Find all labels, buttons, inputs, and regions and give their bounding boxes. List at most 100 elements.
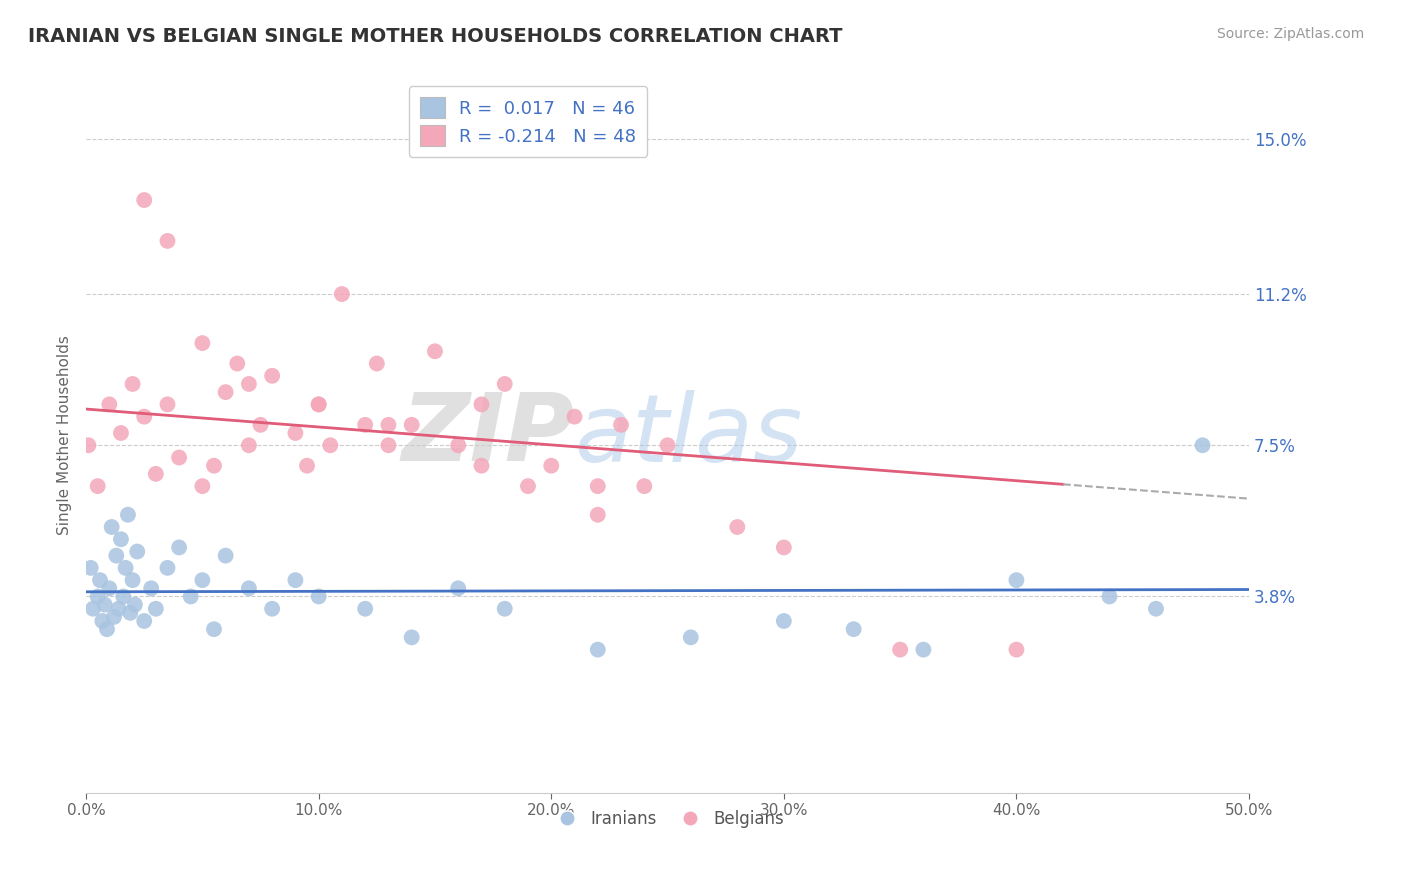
Point [167,541,190,555]
Point [124,598,146,612]
Point [679,631,702,645]
Point [238,376,260,391]
Point [114,561,136,575]
Point [1191,438,1213,452]
Point [121,573,143,587]
Point [1098,590,1121,604]
Point [295,458,318,473]
Point [214,549,236,563]
Text: ZIP: ZIP [402,389,575,481]
Point [191,573,214,587]
Point [586,508,609,522]
Point [308,397,330,411]
Point [156,561,179,575]
Point [145,601,167,615]
Point [145,467,167,481]
Point [564,409,586,424]
Point [156,397,179,411]
Point [238,582,260,596]
Point [110,425,132,440]
Point [77,438,100,452]
Point [912,642,935,657]
Point [842,622,865,636]
Point [284,425,307,440]
Point [191,336,214,351]
Point [401,631,423,645]
Point [98,582,121,596]
Point [82,601,104,615]
Point [354,601,377,615]
Point [284,573,307,587]
Point [517,479,540,493]
Point [772,541,794,555]
Point [586,642,609,657]
Point [377,417,399,432]
Point [447,438,470,452]
Point [127,544,149,558]
Point [262,368,284,383]
Point [772,614,794,628]
Point [470,458,492,473]
Point [1005,642,1028,657]
Point [494,601,516,615]
Point [308,397,330,411]
Point [540,458,562,473]
Point [330,287,353,301]
Point [100,520,122,534]
Y-axis label: Single Mother Households: Single Mother Households [58,335,72,535]
Point [354,417,377,432]
Point [180,590,202,604]
Point [586,479,609,493]
Point [141,582,163,596]
Point [226,357,249,371]
Point [633,479,655,493]
Point [156,234,179,248]
Point [121,376,143,391]
Point [214,385,236,400]
Point [366,357,388,371]
Point [401,417,423,432]
Point [308,590,330,604]
Point [103,610,125,624]
Point [494,376,516,391]
Point [202,458,225,473]
Point [657,438,679,452]
Point [96,622,118,636]
Point [86,479,108,493]
Point [262,601,284,615]
Text: Source: ZipAtlas.com: Source: ZipAtlas.com [1216,27,1364,41]
Text: IRANIAN VS BELGIAN SINGLE MOTHER HOUSEHOLDS CORRELATION CHART: IRANIAN VS BELGIAN SINGLE MOTHER HOUSEHO… [28,27,842,45]
Point [98,397,121,411]
Point [610,417,633,432]
Point [91,614,114,628]
Text: atlas: atlas [575,390,803,481]
Point [134,193,156,207]
Point [89,573,111,587]
Point [120,606,142,620]
Point [86,590,108,604]
Point [167,450,190,465]
Point [889,642,911,657]
Legend: Iranians, Belgians: Iranians, Belgians [544,803,792,834]
Point [319,438,342,452]
Point [107,601,129,615]
Point [447,582,470,596]
Point [105,549,128,563]
Point [134,409,156,424]
Point [134,614,156,628]
Point [238,438,260,452]
Point [117,508,139,522]
Point [1144,601,1167,615]
Point [110,533,132,547]
Point [725,520,748,534]
Point [112,590,135,604]
Point [423,344,446,359]
Point [377,438,399,452]
Point [191,479,214,493]
Point [93,598,115,612]
Point [249,417,271,432]
Point [202,622,225,636]
Point [470,397,492,411]
Point [1005,573,1028,587]
Point [80,561,103,575]
